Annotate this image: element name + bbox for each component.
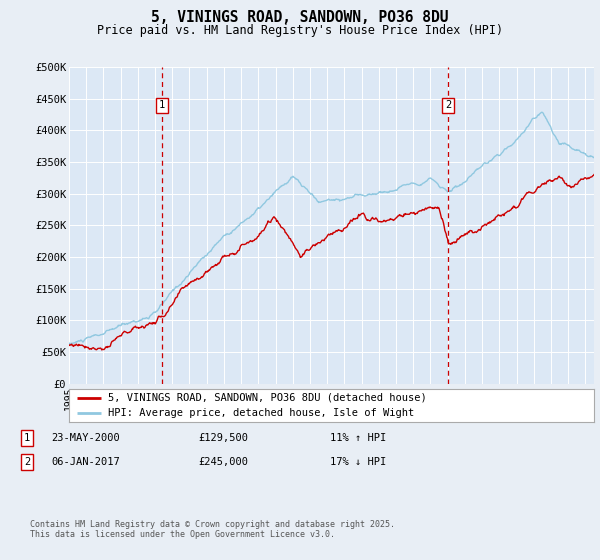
Text: 2: 2 [24,457,30,467]
Text: £129,500: £129,500 [198,433,248,443]
Text: 1: 1 [24,433,30,443]
Text: 1: 1 [158,100,165,110]
Text: 11% ↑ HPI: 11% ↑ HPI [330,433,386,443]
Text: 17% ↓ HPI: 17% ↓ HPI [330,457,386,467]
Text: 5, VININGS ROAD, SANDOWN, PO36 8DU: 5, VININGS ROAD, SANDOWN, PO36 8DU [151,10,449,25]
Text: Contains HM Land Registry data © Crown copyright and database right 2025.
This d: Contains HM Land Registry data © Crown c… [30,520,395,539]
Text: HPI: Average price, detached house, Isle of Wight: HPI: Average price, detached house, Isle… [109,408,415,418]
Text: 2: 2 [445,100,451,110]
Text: Price paid vs. HM Land Registry's House Price Index (HPI): Price paid vs. HM Land Registry's House … [97,24,503,36]
Text: 5, VININGS ROAD, SANDOWN, PO36 8DU (detached house): 5, VININGS ROAD, SANDOWN, PO36 8DU (deta… [109,393,427,403]
Text: 06-JAN-2017: 06-JAN-2017 [51,457,120,467]
Text: 23-MAY-2000: 23-MAY-2000 [51,433,120,443]
Text: £245,000: £245,000 [198,457,248,467]
